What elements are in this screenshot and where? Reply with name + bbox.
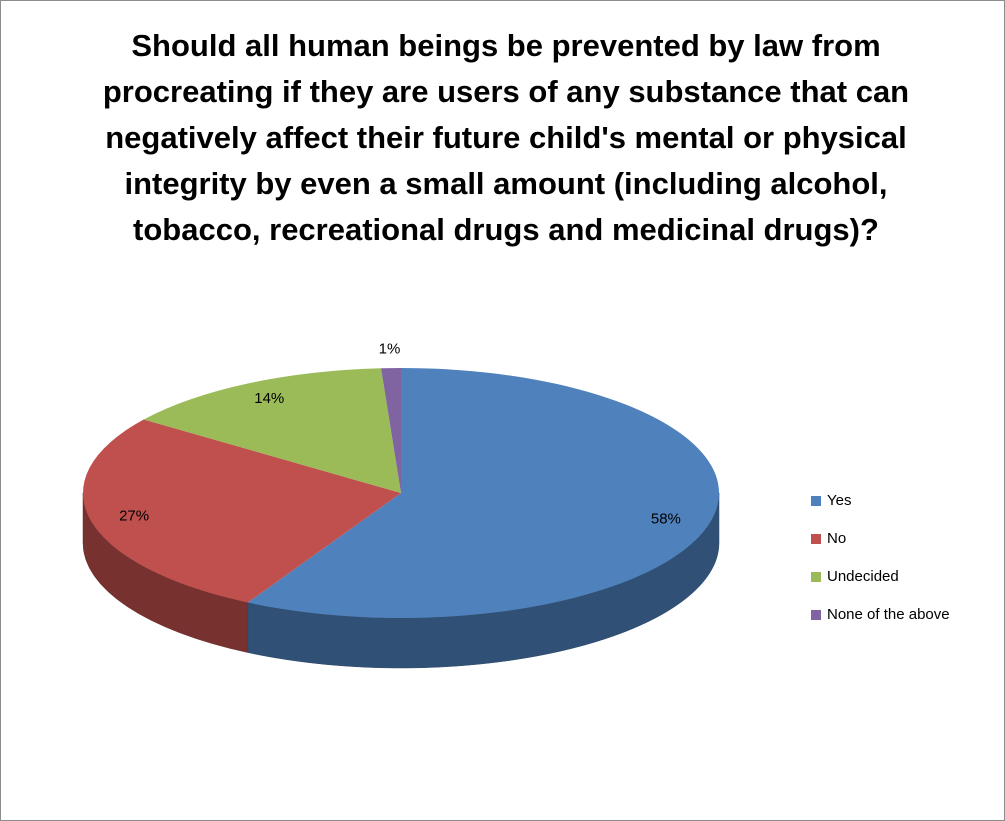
pie-slice <box>82 419 401 603</box>
legend-label: None of the above <box>827 606 950 623</box>
data-label: 27% <box>119 507 149 524</box>
legend-label: No <box>827 530 846 547</box>
legend-swatch <box>811 496 821 506</box>
legend-label: Undecided <box>827 568 899 585</box>
data-label: 1% <box>379 340 401 357</box>
legend-swatch <box>811 534 821 544</box>
pie-slice <box>381 368 401 493</box>
pie-slice <box>247 368 719 618</box>
legend-label: Yes <box>827 492 851 509</box>
pie-slice <box>143 368 401 493</box>
data-label: 14% <box>254 390 284 407</box>
legend-swatch <box>811 610 821 620</box>
data-label: 58% <box>651 511 681 528</box>
legend-swatch <box>811 572 821 582</box>
chart-title: Should all human beings be prevented by … <box>102 28 910 247</box>
